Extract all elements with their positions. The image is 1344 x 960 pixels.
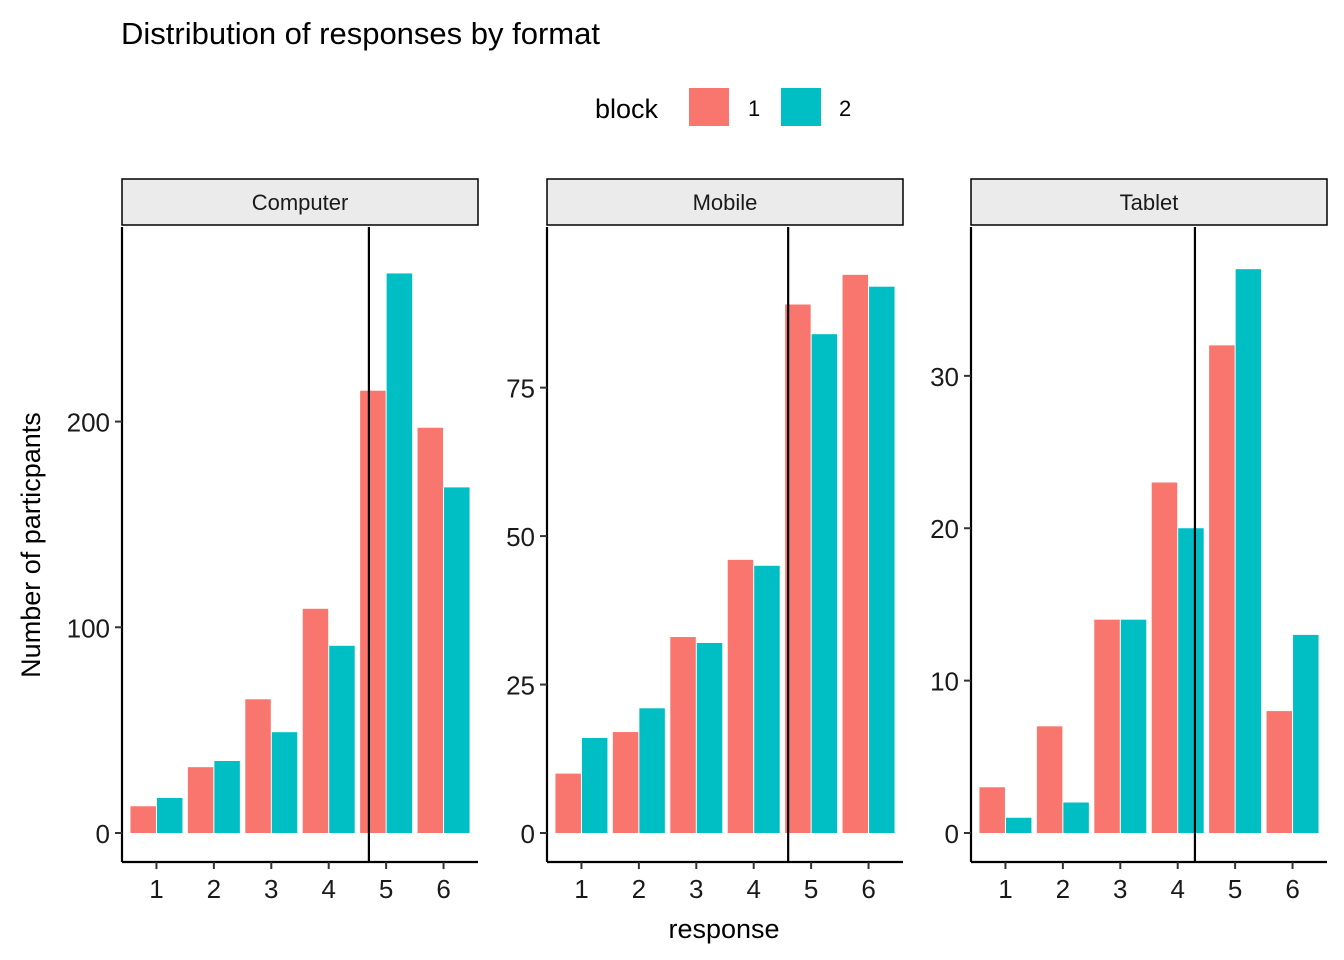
bar-block-1-response-3 bbox=[245, 699, 271, 833]
bar-block-2-response-1 bbox=[156, 798, 183, 833]
y-tick-label: 30 bbox=[930, 362, 959, 392]
x-tick-label: 4 bbox=[321, 874, 335, 904]
x-tick-label: 2 bbox=[632, 874, 646, 904]
bar-block-1-response-3 bbox=[670, 637, 696, 833]
bar-block-2-response-4 bbox=[754, 565, 780, 833]
bar-block-2-response-3 bbox=[1120, 619, 1147, 833]
bar-block-2-response-5 bbox=[811, 334, 838, 833]
bar-block-1-response-6 bbox=[417, 427, 444, 833]
y-tick-label: 10 bbox=[930, 667, 959, 697]
y-axis-title: Number of particpants bbox=[16, 412, 46, 678]
bar-block-2-response-1 bbox=[1005, 817, 1032, 833]
y-tick-label: 25 bbox=[506, 671, 535, 701]
bar-block-2-response-2 bbox=[1063, 802, 1089, 833]
bar-block-2-response-3 bbox=[271, 732, 298, 833]
bar-block-1-response-2 bbox=[1036, 726, 1063, 833]
facet-strip bbox=[970, 178, 1328, 226]
facet-strip-label: Tablet bbox=[1120, 190, 1179, 215]
bar-block-2-response-5 bbox=[386, 273, 413, 833]
facet-strip bbox=[546, 178, 904, 226]
bar-block-2-response-2 bbox=[639, 708, 665, 833]
bar-block-2-response-5 bbox=[1235, 269, 1262, 833]
y-tick-label: 0 bbox=[945, 819, 959, 849]
x-tick-label: 6 bbox=[436, 874, 450, 904]
facet-computer: Computer 0 100 200 1 2 3 4 5 6 bbox=[67, 178, 479, 904]
bar-block-1-response-5 bbox=[785, 304, 811, 834]
x-tick-label: 1 bbox=[574, 874, 588, 904]
bar-block-1-response-1 bbox=[130, 806, 156, 833]
bar-block-1-response-5 bbox=[1209, 345, 1235, 833]
y-tick-label: 0 bbox=[96, 819, 110, 849]
facet-tablet: Tablet 0 10 20 30 1 2 3 4 5 6 bbox=[930, 178, 1328, 904]
bar-block-1-response-1 bbox=[979, 787, 1005, 833]
x-tick-label: 6 bbox=[861, 874, 875, 904]
x-tick-label: 6 bbox=[1285, 874, 1299, 904]
facet-strip-label: Mobile bbox=[693, 190, 758, 215]
bar-block-1-response-4 bbox=[1151, 482, 1178, 833]
facet-mobile: Mobile 0 25 50 75 1 2 3 4 5 6 bbox=[506, 178, 904, 904]
x-tick-label: 2 bbox=[207, 874, 221, 904]
bar-block-2-response-6 bbox=[444, 487, 470, 833]
y-tick-label: 50 bbox=[506, 522, 535, 552]
bar-block-2-response-1 bbox=[581, 737, 608, 833]
bar-block-1-response-4 bbox=[302, 608, 329, 833]
bar-block-2-response-2 bbox=[214, 761, 240, 833]
x-tick-label: 3 bbox=[689, 874, 703, 904]
y-tick-label: 20 bbox=[930, 514, 959, 544]
bar-block-1-response-5 bbox=[360, 390, 386, 833]
legend-key-block-1 bbox=[689, 88, 729, 126]
chart-title: Distribution of responses by format bbox=[121, 16, 600, 51]
x-tick-label: 1 bbox=[998, 874, 1012, 904]
y-tick-label: 0 bbox=[521, 819, 535, 849]
bar-block-1-response-3 bbox=[1094, 619, 1120, 833]
facet-strip bbox=[121, 178, 479, 226]
bar-block-1-response-2 bbox=[612, 732, 639, 833]
x-axis-title: response bbox=[668, 914, 779, 944]
legend: block 1 2 bbox=[595, 88, 851, 126]
legend-key-block-2 bbox=[781, 88, 821, 126]
bar-block-1-response-4 bbox=[727, 559, 754, 833]
y-tick-label: 100 bbox=[67, 613, 110, 643]
bar-block-1-response-6 bbox=[842, 274, 869, 833]
x-tick-label: 1 bbox=[149, 874, 163, 904]
x-tick-label: 4 bbox=[746, 874, 760, 904]
bar-block-2-response-6 bbox=[869, 286, 895, 833]
x-tick-label: 3 bbox=[1113, 874, 1127, 904]
legend-label-block-1: 1 bbox=[748, 96, 760, 121]
bar-block-2-response-6 bbox=[1293, 634, 1319, 833]
bar-block-2-response-4 bbox=[329, 645, 355, 833]
y-tick-label: 200 bbox=[67, 408, 110, 438]
y-tick-label: 75 bbox=[506, 374, 535, 404]
bar-block-1-response-2 bbox=[187, 767, 214, 833]
x-tick-label: 4 bbox=[1170, 874, 1184, 904]
facet-strip-label: Computer bbox=[252, 190, 349, 215]
x-tick-label: 3 bbox=[264, 874, 278, 904]
bar-block-2-response-3 bbox=[696, 642, 723, 833]
bar-block-1-response-1 bbox=[555, 773, 581, 833]
bar-block-2-response-4 bbox=[1178, 528, 1204, 833]
legend-label-block-2: 2 bbox=[839, 96, 851, 121]
x-tick-label: 5 bbox=[379, 874, 393, 904]
x-tick-label: 2 bbox=[1056, 874, 1070, 904]
x-tick-label: 5 bbox=[804, 874, 818, 904]
bar-block-1-response-6 bbox=[1266, 711, 1293, 833]
legend-title: block bbox=[595, 94, 659, 124]
x-tick-label: 5 bbox=[1228, 874, 1242, 904]
